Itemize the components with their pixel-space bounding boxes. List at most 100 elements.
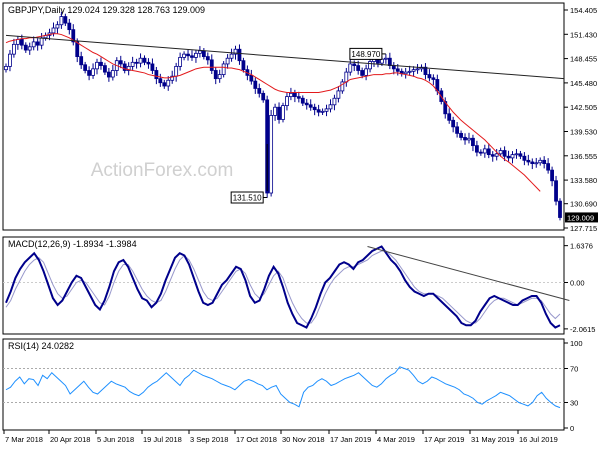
annotation-box [230,191,264,204]
candle-body [83,64,88,71]
candle-body [328,104,333,110]
candle-body [538,159,543,164]
candle-body [510,154,515,159]
candle-body [463,137,467,141]
candle-body [106,71,111,78]
candle-body [55,24,60,29]
candle-body [95,61,99,70]
candle-body [502,150,507,157]
candle-body [138,57,143,64]
candle-body [110,70,115,78]
candle-body [356,65,361,71]
x-tick-label: 19 Jul 2018 [143,435,182,444]
candle-body [285,96,289,107]
x-tick-label: 5 Jun 2018 [97,435,134,444]
annotation-label: 148.970 [351,50,380,59]
candle-body [550,169,554,182]
candle-body [546,163,551,171]
candle-body [407,70,412,73]
candle-body [261,92,266,101]
x-tick-label: 17 Apr 2019 [424,435,464,444]
candle-body [530,161,535,164]
candle-body [182,53,186,58]
price-tick-label: 130.690 [570,200,597,209]
candle-body [403,71,408,75]
candle-body [31,41,36,48]
candle-body [8,53,12,67]
price-tick-label: 142.505 [570,103,597,112]
rsi-tick-label: 70 [570,365,578,374]
candle-body [383,57,388,60]
candle-body [415,68,420,71]
candle-body [162,82,167,87]
candle-body [178,57,183,67]
candle-body [490,154,495,157]
candle-body [99,61,103,66]
candle-body [194,52,198,58]
macd-tick-label: 0.00 [570,279,585,288]
x-tick-label: 17 Jan 2019 [330,435,371,444]
price-header: GBPJPY,Daily 129.024 129.328 128.763 129… [8,5,205,15]
candle-body [19,39,24,46]
candle-body [249,74,254,82]
candle-body [257,88,262,94]
candle-body [514,153,519,156]
candle-body [126,65,131,71]
candle-body [447,113,452,121]
candle-body [67,22,72,31]
candle-body [312,106,317,111]
candle-body [201,50,206,57]
candle-body [467,137,471,141]
candle-body [352,63,357,66]
x-tick-label: 31 May 2019 [471,435,514,444]
last-price-label: 129.009 [567,213,594,222]
candle-body [340,81,345,92]
candle-body [130,61,135,67]
rsi-panel: RSI(14) 24.0282 100 70 30 0 [2,338,583,433]
candle-body [4,65,8,71]
macd-tick-label: 1.6376 [570,242,593,251]
rsi-tick-label: 0 [570,424,574,433]
candle-body [233,48,238,55]
candle-body [320,110,325,113]
candle-body [170,75,175,81]
price-tick-label: 139.530 [570,127,597,136]
candle-body [158,78,163,84]
candle-body [482,148,487,154]
rsi-tick-label: 100 [570,339,583,348]
last-price-marker [565,212,598,223]
candle-body [51,27,56,34]
candle-body [237,48,242,62]
candle-body [558,200,562,218]
price-tick-label: 136.555 [570,152,597,161]
candle-body [174,65,179,77]
candle-body [75,41,80,57]
candle-body [498,150,503,155]
candle-body [134,61,139,64]
candle-body [289,92,293,98]
candle-body [391,65,396,70]
price-tick-label: 127.715 [570,224,597,233]
candle-body [300,97,305,104]
candle-body [205,56,210,61]
candle-body [118,60,123,65]
candle-body [474,145,479,153]
candle-body [368,61,372,70]
x-tick-label: 20 Apr 2018 [50,435,90,444]
price-tick-label: 154.405 [570,6,597,15]
candle-body [91,68,95,76]
candle-body [364,68,369,76]
candle-body [304,102,309,106]
candle-body [360,70,365,76]
candle-body [344,71,349,83]
moving-average-line [5,33,541,192]
candle-body [554,180,558,202]
candle-body [542,159,547,164]
candle-body [209,59,214,71]
candle-body [455,126,460,134]
candle-body [27,46,32,51]
macd-panel: MACD(12,26,9) -1.8934 -1.3984 1.6376 0.00… [2,236,595,335]
candle-body [166,79,171,87]
candle-body [59,16,64,26]
